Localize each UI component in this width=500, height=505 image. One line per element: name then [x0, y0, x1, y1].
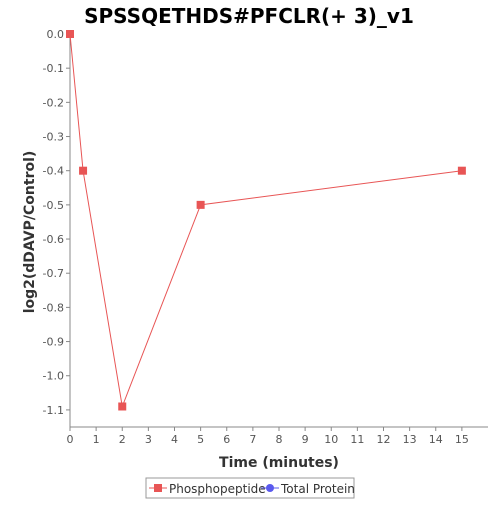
legend-marker-circle — [266, 484, 274, 492]
y-tick-label: -0.7 — [43, 267, 64, 280]
x-tick-label: 10 — [324, 433, 338, 446]
y-tick-label: -1.0 — [43, 370, 64, 383]
legend-marker-square — [154, 484, 162, 492]
x-tick-label: 8 — [276, 433, 283, 446]
x-axis-label: Time (minutes) — [219, 455, 339, 471]
y-tick-label: -0.6 — [43, 233, 64, 246]
legend-item-phosphopeptide: Phosphopeptide — [149, 482, 266, 496]
chart-title: SPSSQETHDS#PFCLR(+ 3)_v1 — [84, 4, 414, 28]
x-tick-label: 9 — [302, 433, 309, 446]
x-tick-label: 0 — [67, 433, 74, 446]
x-tick-label: 14 — [429, 433, 443, 446]
data-point-phosphopeptide — [196, 200, 205, 209]
legend-item-total-protein: Total Protein — [261, 482, 355, 496]
y-tick-label: -0.4 — [43, 165, 64, 178]
x-tick-label: 12 — [377, 433, 391, 446]
x-tick-label: 1 — [93, 433, 100, 446]
x-tick-label: 6 — [223, 433, 230, 446]
x-tick-label: 7 — [249, 433, 256, 446]
data-point-phosphopeptide — [118, 402, 127, 411]
data-point-phosphopeptide — [66, 30, 74, 38]
data-point-phosphopeptide — [79, 166, 88, 175]
y-axis-label: log2(dDAVP/Control) — [22, 151, 38, 314]
y-tick-label: 0.0 — [47, 28, 65, 41]
x-tick-label: 3 — [145, 433, 152, 446]
plot-area: 0.0 -0.1 -0.2 -0.3 -0.4 -0.5 -0.6 -0.7 -0.8 -0.9 -… — [43, 28, 488, 446]
legend-box — [145, 477, 355, 499]
y-tick-label: -0.1 — [43, 62, 64, 75]
y-tick-label: -1.1 — [43, 404, 64, 417]
legend-label-phosphopeptide: Phosphopeptide — [169, 482, 266, 496]
x-tick-label: 4 — [171, 433, 178, 446]
x-tick-label: 15 — [455, 433, 469, 446]
x-tick-label: 2 — [119, 433, 126, 446]
x-tick-label: 5 — [197, 433, 204, 446]
plot-background — [70, 34, 488, 427]
y-tick-label: -0.3 — [43, 131, 64, 144]
y-tick-label: -0.2 — [43, 96, 64, 109]
y-tick-label: -0.9 — [43, 336, 64, 349]
x-tick-label: 11 — [350, 433, 364, 446]
data-point-phosphopeptide — [457, 166, 466, 175]
legend: Phosphopeptide Total Protein — [145, 477, 355, 499]
y-tick-label: -0.5 — [43, 199, 64, 212]
legend-label-total-protein: Total Protein — [280, 482, 355, 496]
y-tick-label: -0.8 — [43, 301, 64, 314]
x-tick-label: 13 — [403, 433, 417, 446]
